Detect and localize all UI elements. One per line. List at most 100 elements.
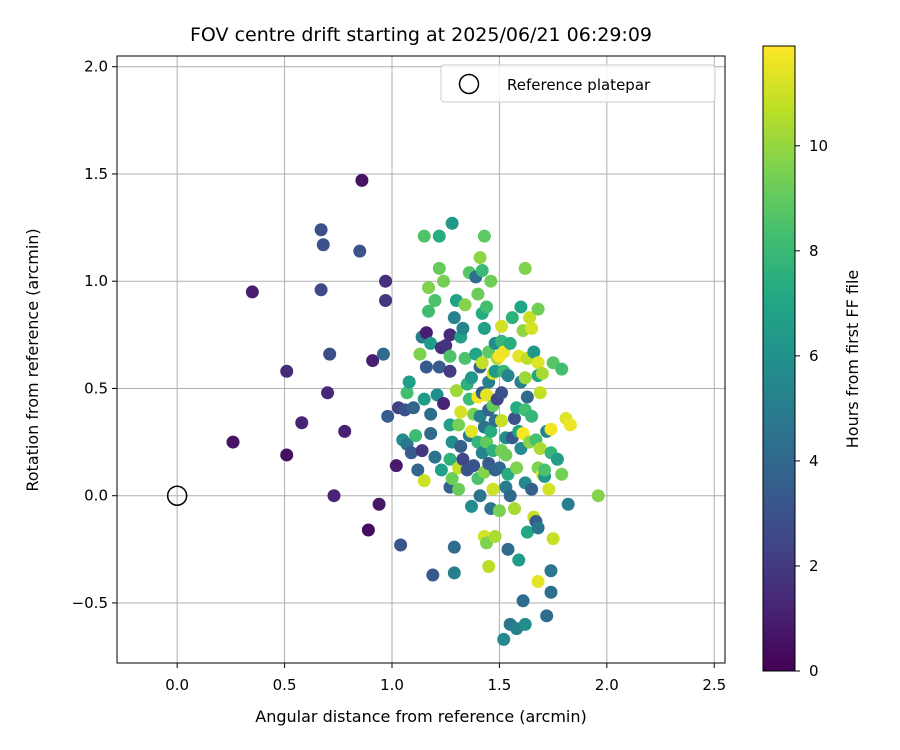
data-point	[518, 617, 532, 631]
data-point	[406, 401, 420, 415]
data-point	[443, 452, 457, 466]
data-point	[544, 585, 558, 599]
data-point	[512, 553, 526, 567]
data-point	[379, 274, 393, 288]
data-point	[419, 326, 433, 340]
data-point	[417, 474, 431, 488]
data-point	[314, 223, 328, 237]
data-point	[411, 463, 425, 477]
legend-label: Reference platepar	[507, 76, 651, 94]
data-point	[422, 281, 436, 295]
colorbar-tick-label: 2	[809, 557, 819, 575]
data-point	[454, 405, 468, 419]
data-point	[510, 461, 524, 475]
data-point	[226, 435, 240, 449]
data-point	[503, 336, 517, 350]
y-tick-label: −0.5	[72, 594, 108, 612]
data-point	[550, 452, 564, 466]
data-point	[525, 321, 539, 335]
data-point	[561, 497, 575, 511]
data-point	[295, 416, 309, 430]
data-point	[338, 424, 352, 438]
data-point	[447, 566, 461, 580]
data-point	[492, 504, 506, 518]
data-point	[404, 446, 418, 460]
y-tick-label: 0.5	[84, 379, 108, 397]
data-point	[495, 386, 509, 400]
data-point	[520, 390, 534, 404]
data-point	[475, 356, 489, 370]
data-point	[563, 418, 577, 432]
data-point	[424, 426, 438, 440]
data-point	[361, 523, 375, 537]
data-point	[546, 532, 560, 546]
data-point	[475, 263, 489, 277]
plot-area	[116, 55, 726, 664]
data-point	[488, 529, 502, 543]
data-point	[522, 311, 536, 325]
y-tick-label: 2.0	[84, 58, 108, 76]
data-point	[473, 489, 487, 503]
data-point	[432, 261, 446, 275]
data-point	[316, 238, 330, 252]
data-point	[417, 229, 431, 243]
data-point	[464, 499, 478, 513]
data-point	[501, 369, 515, 383]
data-point	[428, 294, 442, 308]
plot-frame	[116, 55, 726, 664]
data-point	[409, 429, 423, 443]
data-point	[538, 463, 552, 477]
data-point	[366, 354, 380, 368]
legend-marker-icon	[458, 73, 480, 95]
data-point	[452, 482, 466, 496]
data-point	[381, 409, 395, 423]
data-point	[458, 298, 472, 312]
data-point	[443, 364, 457, 378]
y-axis-label: Rotation from reference (arcmin)	[23, 228, 42, 491]
data-point	[434, 463, 448, 477]
data-point	[327, 489, 341, 503]
data-point	[449, 384, 463, 398]
data-point	[520, 525, 534, 539]
data-point	[525, 482, 539, 496]
colorbar-label: Hours from first FF file	[843, 270, 862, 449]
data-point	[447, 540, 461, 554]
colorbar-tick-label: 8	[809, 242, 819, 260]
data-point	[389, 459, 403, 473]
data-point	[379, 294, 393, 308]
colorbar-ticks: 0 2 4 6 8 10	[795, 137, 828, 680]
x-axis-label: Angular distance from reference (arcmin)	[255, 707, 586, 726]
y-tick-label: 1.0	[84, 272, 108, 290]
data-point	[314, 283, 328, 297]
data-point	[422, 304, 436, 318]
data-point	[591, 489, 605, 503]
data-point	[555, 362, 569, 376]
data-point	[516, 594, 530, 608]
data-point	[432, 229, 446, 243]
x-axis-ticks: 0.0 0.5 1.0 1.5 2.0 2.5	[165, 663, 726, 694]
data-point	[424, 407, 438, 421]
data-point	[477, 321, 491, 335]
data-point	[482, 559, 496, 573]
data-point	[424, 336, 438, 350]
data-point	[544, 564, 558, 578]
data-point	[527, 345, 541, 359]
data-point	[518, 261, 532, 275]
x-tick-label: 2.0	[595, 676, 619, 694]
data-point	[458, 351, 472, 365]
data-point	[507, 502, 521, 516]
data-point	[507, 411, 521, 425]
data-point	[437, 396, 451, 410]
data-point	[464, 371, 478, 385]
data-point	[499, 448, 513, 462]
data-point	[437, 274, 451, 288]
data-point	[464, 424, 478, 438]
data-point	[497, 632, 511, 646]
data-point	[477, 229, 491, 243]
data-point	[531, 574, 545, 588]
data-point	[533, 386, 547, 400]
data-point	[467, 459, 481, 473]
x-tick-label: 2.5	[702, 676, 726, 694]
data-point	[439, 339, 453, 353]
